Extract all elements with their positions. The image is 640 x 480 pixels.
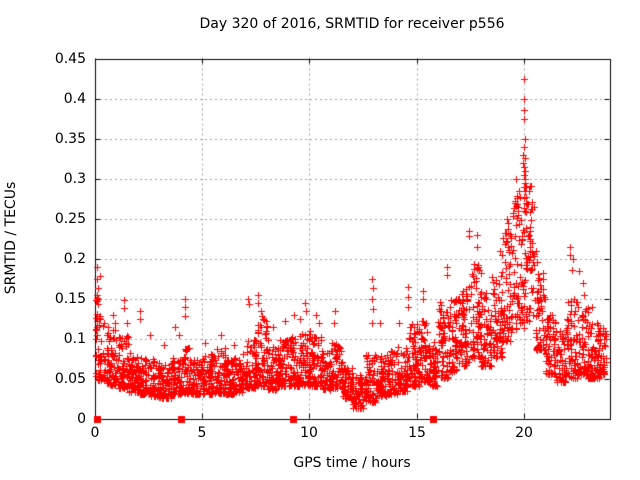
y-tick-label: 0: [77, 411, 86, 427]
y-tick-label: 0.25: [54, 211, 86, 227]
x-axis-label: GPS time / hours: [293, 455, 411, 471]
y-tick-label: 0.45: [54, 51, 86, 67]
y-tick-label: 0.3: [63, 171, 86, 187]
chart-title: Day 320 of 2016, SRMTID for receiver p55…: [199, 16, 505, 32]
y-tick-label: 0.4: [63, 91, 86, 107]
x-tick-label: 0: [90, 425, 100, 441]
y-tick-label: 0.1: [63, 331, 86, 347]
x-tick-label: 5: [197, 425, 207, 441]
y-tick-label: 0.35: [54, 131, 86, 147]
y-tick-label: 0.15: [54, 291, 86, 307]
x-tick-label: 10: [300, 425, 318, 441]
y-axis-label: SRMTID / TECUs: [3, 181, 19, 295]
x-tick-label: 15: [408, 425, 426, 441]
x-tick-label: 20: [515, 425, 533, 441]
y-tick-label: 0.2: [63, 251, 86, 267]
y-tick-label: 0.05: [54, 371, 86, 387]
